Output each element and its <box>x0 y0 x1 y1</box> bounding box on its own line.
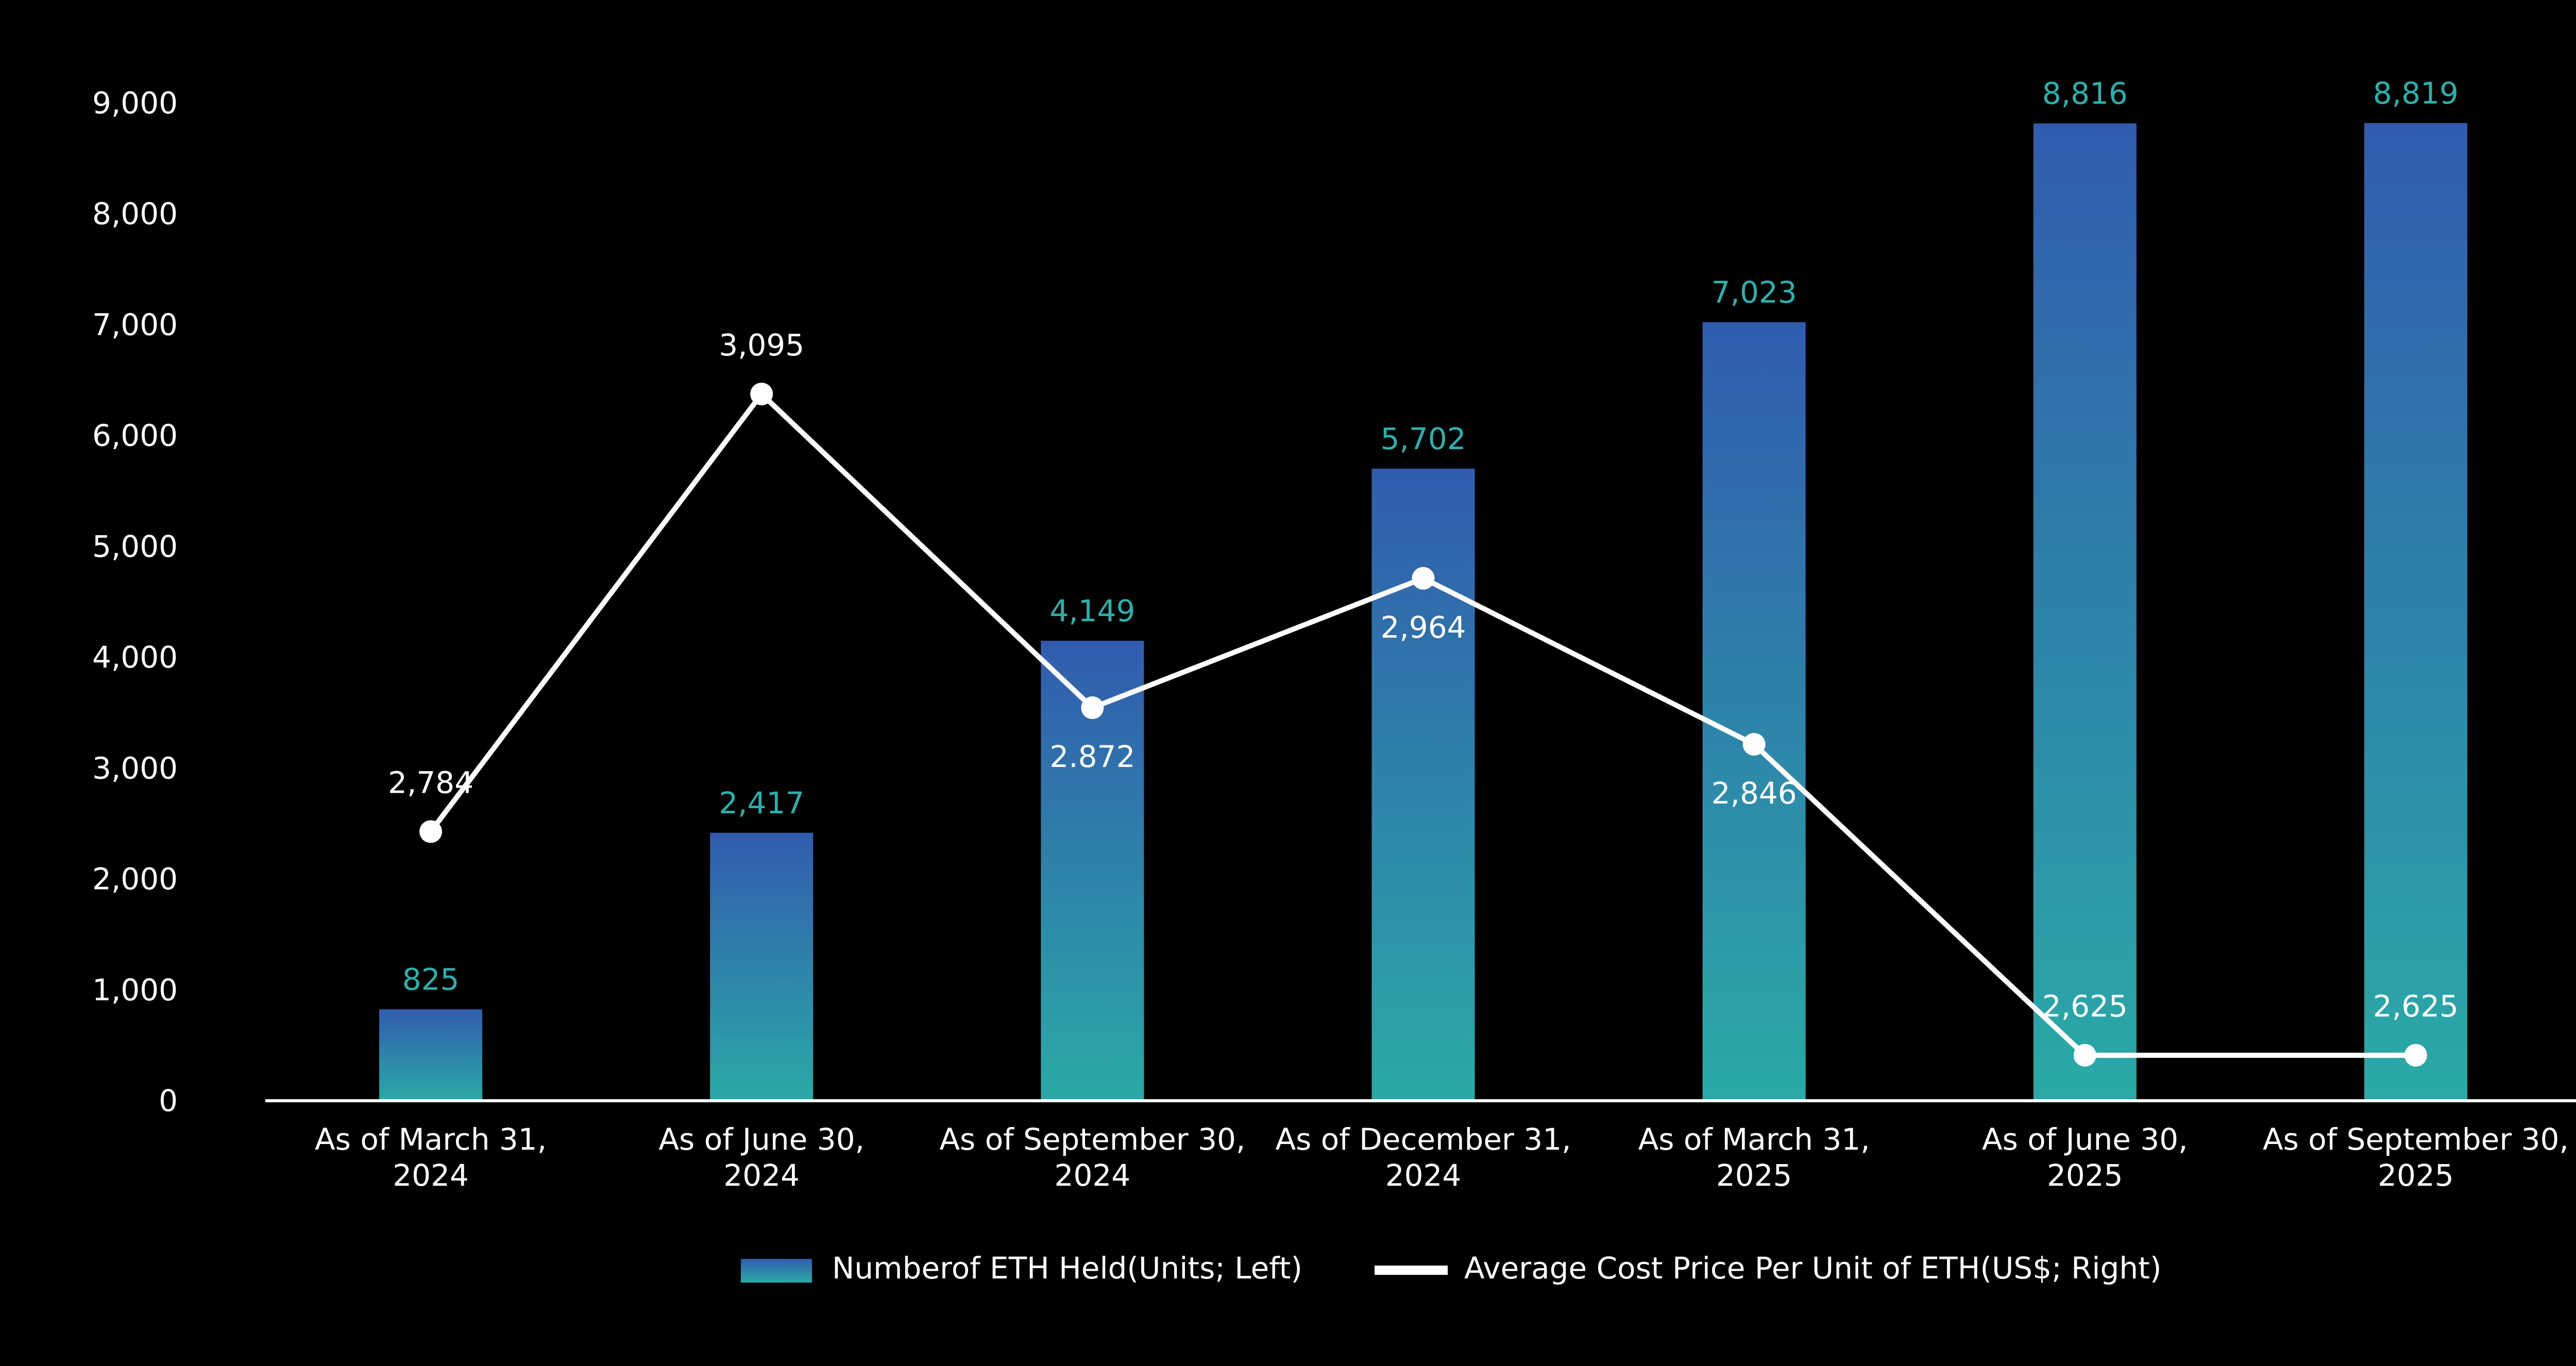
line-point <box>419 820 443 843</box>
line-point <box>750 382 773 405</box>
bar-data-label: 4,149 <box>1049 593 1135 628</box>
left-tick-label: 6,000 <box>92 418 178 453</box>
left-tick-label: 0 <box>159 1083 178 1118</box>
bar <box>379 1009 483 1101</box>
x-tick-label-line1: As of December 31, <box>1275 1122 1571 1157</box>
left-tick-label: 2,000 <box>92 862 178 897</box>
line-data-label: 2,625 <box>2042 989 2128 1024</box>
legend-line-label: Average Cost Price Per Unit of ETH(US$; … <box>1464 1251 2161 1286</box>
line-data-label: 2.872 <box>1049 739 1135 774</box>
line-series: 2,784 3,095 2.872 2,964 2,846 2,625 2,625 <box>388 328 2459 1067</box>
bar <box>1371 468 1475 1101</box>
bar <box>1702 322 1806 1101</box>
line-data-label: 3,095 <box>719 328 804 363</box>
x-tick-label-line1: As of March 31, <box>1638 1122 1870 1157</box>
line-point <box>1742 733 1766 756</box>
left-tick-label: 7,000 <box>92 307 178 342</box>
left-tick-label: 4,000 <box>92 640 178 675</box>
left-tick-label: 9,000 <box>92 86 178 121</box>
line-data-label: 2,964 <box>1380 610 1466 645</box>
x-tick-label-line2: 2025 <box>1716 1158 1792 1193</box>
x-tick-label-line2: 2025 <box>2047 1158 2123 1193</box>
legend-line-swatch <box>1375 1266 1448 1275</box>
legend-bar-label: Numberof ETH Held(Units; Left) <box>832 1251 1302 1286</box>
x-tick-label-line2: 2025 <box>2378 1158 2454 1193</box>
legend: Numberof ETH Held(Units; Left) Average Co… <box>741 1251 2161 1286</box>
line-point <box>2073 1044 2096 1067</box>
x-tick-label-line2: 2024 <box>1385 1158 1462 1193</box>
x-tick-label-line2: 2024 <box>1055 1158 1131 1193</box>
line-data-label: 2,625 <box>2373 989 2459 1024</box>
bar <box>2364 123 2467 1101</box>
line-point <box>1412 567 1435 590</box>
bar-data-label: 8,819 <box>2373 76 2459 111</box>
line-point <box>2404 1044 2427 1067</box>
bar-data-label: 8,816 <box>2042 76 2128 111</box>
left-tick-label: 8,000 <box>92 196 178 231</box>
bar <box>710 832 814 1101</box>
bar-series: 825 2,417 4,149 5,702 7,023 8,816 8,819 <box>379 76 2467 1101</box>
left-tick-label: 3,000 <box>92 750 178 786</box>
x-tick-label-line2: 2024 <box>723 1158 800 1193</box>
left-tick-label: 1,000 <box>92 972 178 1008</box>
line-point <box>1081 696 1104 720</box>
x-tick-label-line1: As of March 31, <box>315 1122 547 1157</box>
left-tick-label: 5,000 <box>92 529 178 564</box>
x-tick-label-line1: As of June 30, <box>1982 1122 2188 1157</box>
line-data-label: 2,784 <box>388 765 473 800</box>
left-axis: 0 1,000 2,000 3,000 4,000 5,000 6,000 7,000 8,00… <box>92 86 178 1118</box>
bar-data-label: 2,417 <box>719 786 804 821</box>
legend-bar-swatch <box>741 1259 812 1283</box>
bar-data-label: 5,702 <box>1380 421 1466 456</box>
line-data-label: 2,846 <box>1711 776 1797 811</box>
x-tick-label-line1: As of September 30, <box>939 1122 1245 1157</box>
bar-data-label: 825 <box>402 962 460 997</box>
bar <box>2033 123 2137 1101</box>
x-tick-label-line2: 2024 <box>393 1158 469 1193</box>
x-tick-label-line1: As of September 30, <box>2263 1122 2569 1157</box>
x-tick-label-line1: As of June 30, <box>658 1122 865 1157</box>
bar-data-label: 7,023 <box>1711 275 1797 310</box>
